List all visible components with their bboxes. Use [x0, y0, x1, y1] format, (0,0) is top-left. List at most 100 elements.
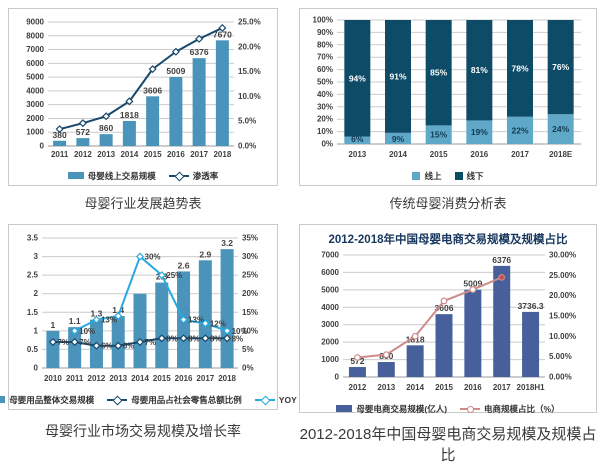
- legend-label: 渗透率: [192, 170, 219, 181]
- legend-swatch: [107, 395, 128, 405]
- line-label: 8%: [166, 334, 178, 343]
- marker: [114, 311, 123, 321]
- x-axis-label: 2018H1: [517, 383, 546, 392]
- line-label: 10%: [79, 327, 95, 336]
- bar: [348, 367, 366, 377]
- ecommerce-chart: 0 1000 2000 3000 4000 5000 6000 7000 0.00% 5.00% 1…: [321, 251, 576, 393]
- bar: [122, 120, 136, 146]
- y2-axis-tick: 25%: [242, 271, 258, 280]
- series-line: [74, 255, 228, 332]
- data-label: 2.9: [199, 249, 211, 259]
- bar: [192, 58, 206, 146]
- y-axis-tick: 7000: [26, 45, 44, 54]
- data-label: 860: [99, 123, 113, 133]
- bar: [169, 76, 183, 146]
- data-label: 3606: [435, 303, 454, 313]
- bar-segment: [466, 120, 493, 144]
- marker: [469, 286, 477, 293]
- y-axis-tick: 2.5: [27, 271, 39, 280]
- x-axis-label: 2011: [51, 150, 69, 159]
- bar: [493, 265, 511, 377]
- legend-item: 线上: [412, 170, 442, 182]
- line-label: 12%: [210, 319, 226, 328]
- data-label: 5009: [166, 66, 185, 76]
- x-axis-label: 2018: [213, 150, 231, 159]
- marker: [135, 252, 145, 261]
- chart-caption-industry-trend: 母婴行业发展趋势表: [84, 196, 202, 211]
- legend-label: 母婴用品整体交易规模: [9, 394, 95, 405]
- bar: [46, 330, 60, 368]
- bar-segment: [507, 116, 533, 144]
- legend-label: 母婴线上交易规模: [87, 170, 156, 181]
- marker: [114, 341, 123, 350]
- bar-segment: [344, 20, 371, 137]
- data-label: 85%: [430, 68, 447, 78]
- legend-label: 线上: [424, 170, 442, 181]
- data-label: 1.1: [69, 316, 81, 326]
- x-axis-label: 2012: [349, 383, 367, 392]
- bar: [464, 289, 482, 377]
- y-axis-tick: 2: [34, 289, 39, 298]
- y-axis-tick: 30%: [317, 102, 333, 111]
- bar: [99, 134, 113, 146]
- line-label: 13%: [188, 316, 204, 325]
- x-axis-label: 2016: [464, 383, 482, 392]
- x-axis-label: 2016: [175, 374, 193, 383]
- marker: [48, 337, 57, 347]
- marker: [382, 351, 390, 359]
- x-axis-label: 2011: [66, 374, 84, 383]
- legend-swatch: [460, 404, 481, 413]
- y-axis-tick: 3: [34, 252, 39, 261]
- series-line: [357, 276, 503, 359]
- bar-segment: [344, 136, 371, 144]
- bar: [76, 138, 90, 146]
- y-axis-tick: 80%: [317, 40, 333, 49]
- y-axis-tick: 5000: [26, 73, 44, 82]
- chart-caption-consumption: 传统母婴消费分析表: [389, 196, 507, 211]
- consumption-chart: 0% 10% 20% 30% 40% 50% 60% 70% 80% 90% 100% 2013 201…: [313, 16, 581, 159]
- y-axis-tick: 6000: [26, 59, 44, 68]
- marker: [157, 271, 166, 280]
- data-label: 5009: [463, 279, 482, 289]
- legend-item: 母婴线上交易规模: [67, 170, 156, 182]
- data-label: 3606: [143, 85, 162, 95]
- x-axis-label: 2013: [109, 374, 127, 383]
- legend-swatch: [454, 171, 463, 180]
- x-axis-label: 2012: [88, 374, 106, 383]
- data-label: 572: [350, 356, 364, 366]
- y-axis-tick: 20%: [317, 115, 333, 124]
- marker: [55, 125, 64, 134]
- y-axis-tick: 0: [34, 364, 39, 373]
- legend-item: 渗透率: [168, 170, 219, 182]
- y-axis-tick: 5000: [321, 285, 339, 294]
- y2-axis-tick: 30%: [242, 252, 258, 261]
- y2-axis-tick: 30.00%: [549, 251, 576, 260]
- y2-axis-tick: 10%: [242, 326, 258, 335]
- y2-axis-tick: 25.0%: [238, 18, 261, 27]
- x-axis-label: 2015: [430, 150, 448, 159]
- x-axis-label: 2016: [470, 150, 488, 159]
- data-label: 3736.3: [518, 301, 544, 311]
- y-axis-tick: 100%: [313, 16, 333, 25]
- x-axis-label: 2014: [406, 383, 424, 392]
- data-label: 19%: [471, 127, 488, 137]
- data-label: 380: [53, 130, 67, 140]
- line-label: 8%: [210, 334, 222, 343]
- bar-segment: [547, 20, 574, 115]
- line-label: 25%: [166, 271, 182, 280]
- cell-market-scale: 0 0.5 1 1.5 2 2.5 3 3.5 0% 5% 10% 15% 20% 25% 30% 35% 20…: [0, 212, 297, 465]
- industry-trend-legend: 母婴线上交易规模 渗透率: [12, 167, 274, 184]
- marker: [498, 273, 506, 281]
- bar: [215, 40, 229, 146]
- bar: [155, 282, 169, 368]
- y2-axis-tick: 10.0%: [238, 92, 261, 101]
- bar-segment: [385, 132, 411, 144]
- marker: [92, 315, 101, 324]
- bar-segment: [425, 20, 452, 126]
- legend-label: 母婴用品占社会零售总额比例: [131, 394, 242, 405]
- y2-axis-tick: 35%: [242, 234, 258, 243]
- y2-axis-tick: 5%: [242, 345, 254, 354]
- marker: [78, 119, 87, 128]
- x-axis-label: 2013: [377, 383, 395, 392]
- x-axis-label: 2017: [190, 150, 208, 159]
